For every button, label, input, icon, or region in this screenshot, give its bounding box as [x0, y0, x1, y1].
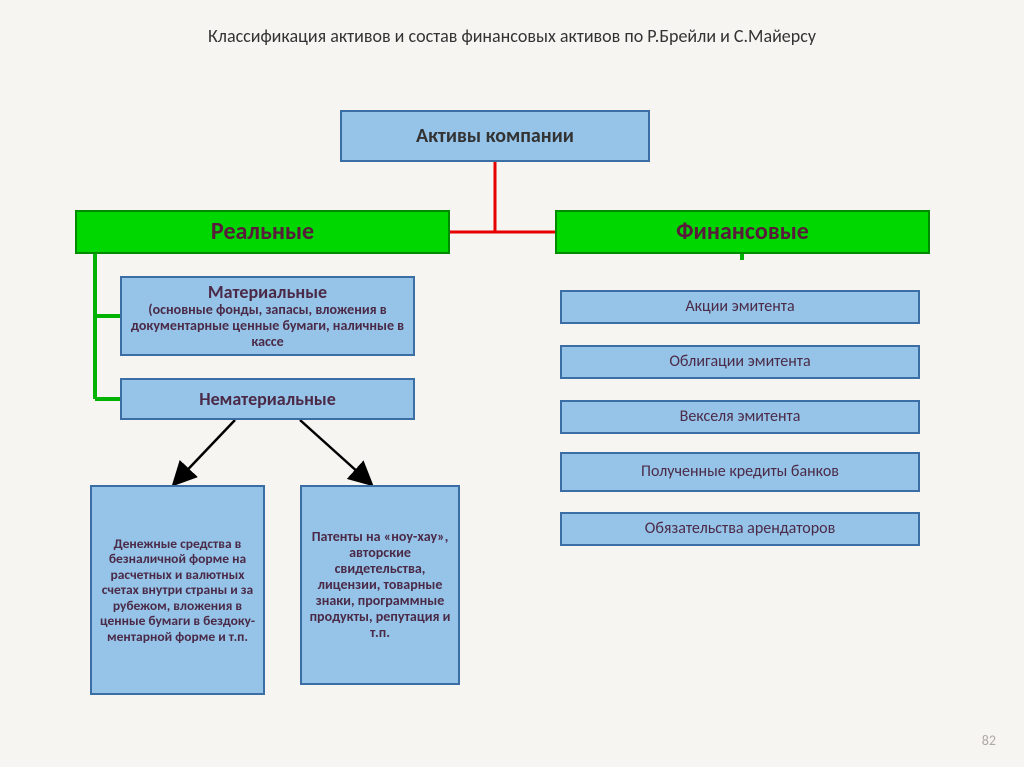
root-box: Активы компании: [340, 110, 650, 162]
page-number: 82: [982, 732, 996, 749]
cash-detail-text: Денежные средства в безналичной форме на…: [98, 536, 257, 645]
left-branch-box: Реальные: [75, 210, 450, 254]
fin-item-0: Акции эмитента: [560, 290, 920, 324]
fin-item-3: Полученные кредиты банков: [560, 452, 920, 492]
fin-item-label: Полученные кредиты банков: [641, 463, 839, 481]
fin-item-1: Облигации эмитента: [560, 345, 920, 379]
right-branch-label: Финансовые: [676, 218, 809, 246]
page-title: Классификация активов и состав финансовы…: [0, 25, 1024, 47]
fin-item-label: Векселя эмитента: [680, 408, 801, 426]
fin-item-label: Обязательства арендаторов: [645, 520, 836, 538]
fin-item-label: Облигации эмитента: [669, 353, 810, 371]
root-label: Активы компании: [416, 125, 574, 148]
materials-box: Материальные (основные фонды, запасы, вл…: [120, 276, 415, 356]
patents-detail-text: Патенты на «ноу-хау», авторские свидетел…: [308, 529, 452, 642]
intangibles-label: Нематериальные: [199, 389, 336, 410]
fin-item-2: Векселя эмитента: [560, 400, 920, 434]
fin-item-label: Акции эмитента: [685, 298, 794, 316]
cash-detail-box: Денежные средства в безналичной форме на…: [90, 485, 265, 695]
intangibles-box: Нематериальные: [120, 378, 415, 420]
patents-detail-box: Патенты на «ноу-хау», авторские свидетел…: [300, 485, 460, 685]
left-branch-label: Реальные: [211, 218, 314, 246]
materials-title: Материальные: [208, 282, 327, 303]
right-branch-box: Финансовые: [555, 210, 930, 254]
materials-sub: (основные фонды, запасы, вложения в доку…: [122, 302, 413, 350]
fin-item-4: Обязательства арендаторов: [560, 512, 920, 546]
